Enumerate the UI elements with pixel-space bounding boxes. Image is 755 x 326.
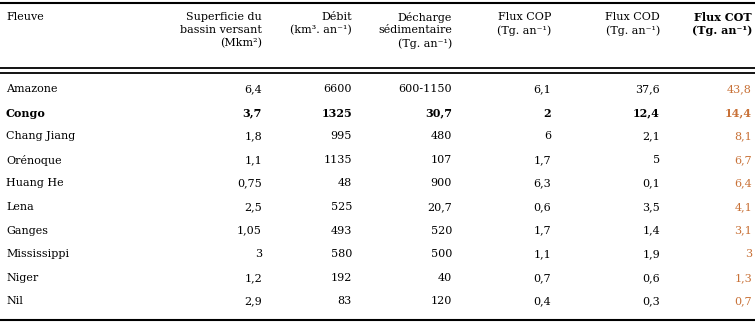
Text: Amazone: Amazone <box>6 84 57 94</box>
Text: 3,7: 3,7 <box>242 108 262 119</box>
Text: Superficie du: Superficie du <box>186 12 262 22</box>
Text: 1,3: 1,3 <box>735 273 752 283</box>
Text: 1,8: 1,8 <box>245 131 262 141</box>
Text: 500: 500 <box>430 249 452 259</box>
Text: 6,4: 6,4 <box>735 178 752 188</box>
Text: 4,1: 4,1 <box>735 202 752 212</box>
Text: 1,1: 1,1 <box>245 155 262 165</box>
Text: (Mkm²): (Mkm²) <box>220 38 262 48</box>
Text: Niger: Niger <box>6 273 39 283</box>
Text: Lena: Lena <box>6 202 34 212</box>
Text: 83: 83 <box>337 296 352 306</box>
Text: Congo: Congo <box>6 108 46 119</box>
Text: 480: 480 <box>430 131 452 141</box>
Text: 3,5: 3,5 <box>643 202 660 212</box>
Text: 580: 580 <box>331 249 352 259</box>
Text: 37,6: 37,6 <box>635 84 660 94</box>
Text: 2: 2 <box>544 108 551 119</box>
Text: Chang Jiang: Chang Jiang <box>6 131 76 141</box>
Text: 3,1: 3,1 <box>735 226 752 236</box>
Text: 40: 40 <box>438 273 452 283</box>
Text: 0,7: 0,7 <box>735 296 752 306</box>
Text: 1,7: 1,7 <box>533 226 551 236</box>
Text: 900: 900 <box>430 178 452 188</box>
Text: (Tg. an⁻¹): (Tg. an⁻¹) <box>497 25 551 36</box>
Text: sédimentaire: sédimentaire <box>378 25 452 35</box>
Text: Huang He: Huang He <box>6 178 63 188</box>
Text: 1135: 1135 <box>323 155 352 165</box>
Text: 192: 192 <box>331 273 352 283</box>
Text: Ganges: Ganges <box>6 226 48 236</box>
Text: 0,6: 0,6 <box>533 202 551 212</box>
Text: 20,7: 20,7 <box>427 202 452 212</box>
Text: 0,6: 0,6 <box>643 273 660 283</box>
Text: 1,05: 1,05 <box>237 226 262 236</box>
Text: 6,7: 6,7 <box>735 155 752 165</box>
Text: bassin versant: bassin versant <box>180 25 262 35</box>
Text: 6,4: 6,4 <box>245 84 262 94</box>
Text: 0,1: 0,1 <box>643 178 660 188</box>
Text: 14,4: 14,4 <box>725 108 752 119</box>
Text: (km³. an⁻¹): (km³. an⁻¹) <box>290 25 352 35</box>
Text: 6,3: 6,3 <box>533 178 551 188</box>
Text: Nil: Nil <box>6 296 23 306</box>
Text: 1,4: 1,4 <box>643 226 660 236</box>
Text: (Tg. an⁻¹): (Tg. an⁻¹) <box>398 38 452 49</box>
Text: 493: 493 <box>331 226 352 236</box>
Text: 6: 6 <box>544 131 551 141</box>
Text: Flux COD: Flux COD <box>606 12 660 22</box>
Text: 2,5: 2,5 <box>245 202 262 212</box>
Text: 0,75: 0,75 <box>237 178 262 188</box>
Text: 43,8: 43,8 <box>727 84 752 94</box>
Text: 3: 3 <box>745 249 752 259</box>
Text: 5: 5 <box>653 155 660 165</box>
Text: 2,9: 2,9 <box>245 296 262 306</box>
Text: 1,9: 1,9 <box>643 249 660 259</box>
Text: 2,1: 2,1 <box>643 131 660 141</box>
Text: 1325: 1325 <box>321 108 352 119</box>
Text: (Tg. an⁻¹): (Tg. an⁻¹) <box>692 25 752 36</box>
Text: Flux COT: Flux COT <box>695 12 752 23</box>
Text: (Tg. an⁻¹): (Tg. an⁻¹) <box>606 25 660 36</box>
Text: 1,7: 1,7 <box>533 155 551 165</box>
Text: Flux COP: Flux COP <box>498 12 551 22</box>
Text: 3: 3 <box>255 249 262 259</box>
Text: 995: 995 <box>331 131 352 141</box>
Text: 6600: 6600 <box>323 84 352 94</box>
Text: 1,2: 1,2 <box>245 273 262 283</box>
Text: 48: 48 <box>337 178 352 188</box>
Text: Fleuve: Fleuve <box>6 12 44 22</box>
Text: 12,4: 12,4 <box>633 108 660 119</box>
Text: Mississippi: Mississippi <box>6 249 69 259</box>
Text: 0,4: 0,4 <box>533 296 551 306</box>
Text: 6,1: 6,1 <box>533 84 551 94</box>
Text: 600-1150: 600-1150 <box>399 84 452 94</box>
Text: 107: 107 <box>431 155 452 165</box>
Text: 525: 525 <box>331 202 352 212</box>
Text: 0,7: 0,7 <box>533 273 551 283</box>
Text: 1,1: 1,1 <box>533 249 551 259</box>
Text: 30,7: 30,7 <box>425 108 452 119</box>
Text: 120: 120 <box>430 296 452 306</box>
Text: 520: 520 <box>430 226 452 236</box>
Text: Décharge: Décharge <box>398 12 452 23</box>
Text: Débit: Débit <box>322 12 352 22</box>
Text: 8,1: 8,1 <box>735 131 752 141</box>
Text: 0,3: 0,3 <box>643 296 660 306</box>
Text: Orénoque: Orénoque <box>6 155 62 166</box>
